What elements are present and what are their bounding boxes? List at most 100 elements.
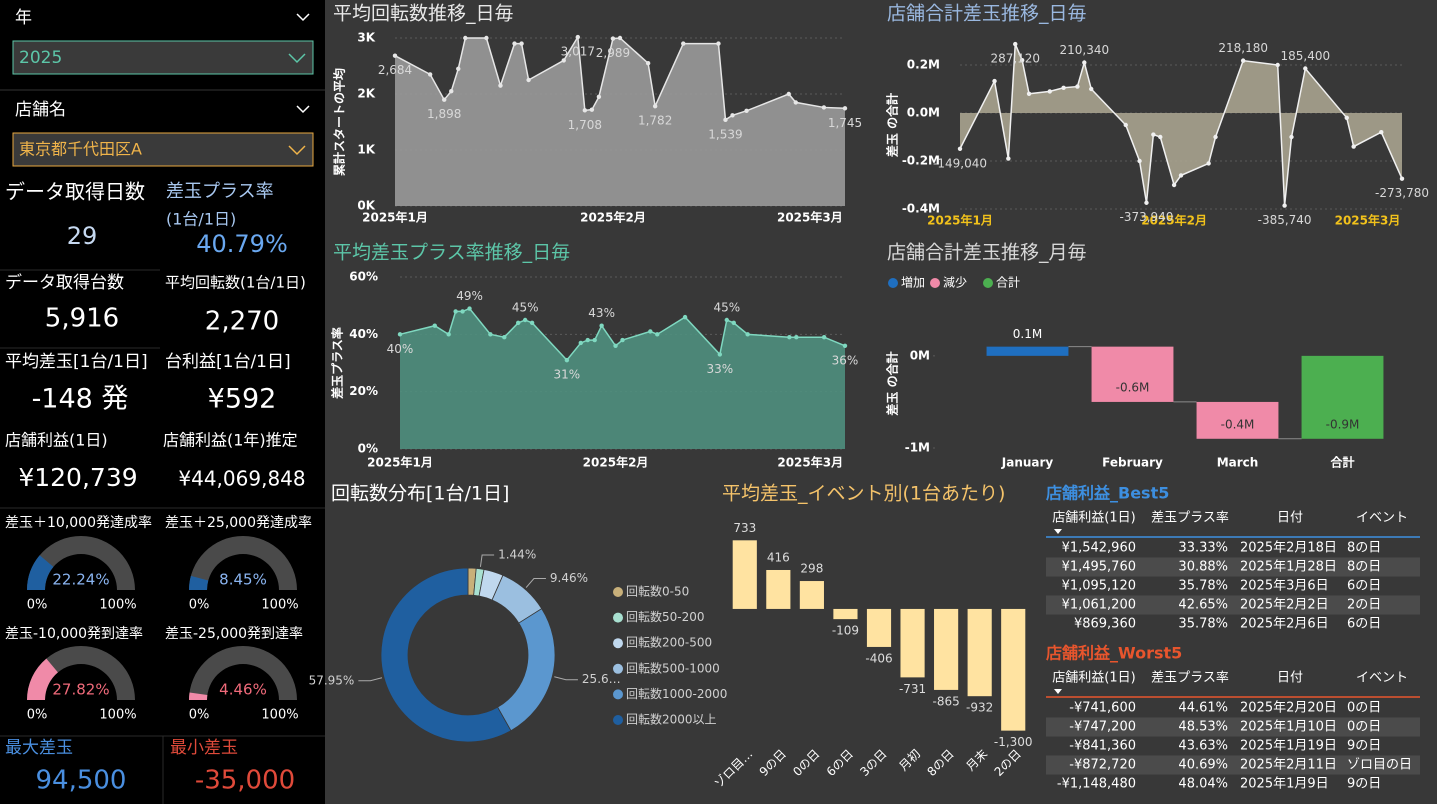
- point: [655, 332, 660, 337]
- data-label: -406: [865, 651, 892, 665]
- dropdown-value[interactable]: 2025: [19, 48, 62, 68]
- x-tick-label: March: [1217, 456, 1259, 470]
- point: [745, 332, 750, 337]
- table-cell: 44.61%: [1178, 701, 1228, 716]
- point: [427, 72, 433, 77]
- point: [1061, 85, 1066, 91]
- y-tick-label: -0.4M: [902, 202, 940, 216]
- data-label: 1,782: [638, 114, 672, 128]
- chart-title: 平均差玉プラス率推移_日毎: [333, 242, 570, 264]
- gauge-max: 100%: [99, 598, 136, 613]
- point: [682, 314, 688, 320]
- table-cell: 40.69%: [1178, 758, 1228, 773]
- point: [488, 332, 493, 337]
- legend-swatch: [613, 715, 623, 725]
- chart-title: 回転数分布[1台/1日]: [331, 483, 509, 505]
- table-cell: 2025年2月6日: [1240, 617, 1329, 632]
- table-cell: 6の日: [1347, 617, 1381, 632]
- gauge-value: 8.45%: [219, 571, 267, 589]
- kpi-value: ¥44,069,848: [178, 467, 305, 491]
- data-label: 0.1M: [1013, 327, 1042, 341]
- column-header: 店舗利益(1日): [1052, 671, 1135, 686]
- chevron[interactable]: [288, 145, 306, 156]
- row-band: [1046, 717, 1420, 737]
- table-cell: 2025年1月19日: [1240, 739, 1337, 754]
- point: [1158, 134, 1163, 140]
- kpi-value: 40.79%: [196, 230, 288, 258]
- data-label: -0.4M: [1221, 417, 1255, 431]
- x-tick-label: 2025年1月: [362, 210, 428, 225]
- leader-line: [358, 677, 383, 682]
- data-label: 1.44%: [498, 547, 536, 561]
- data-label: 57.95%: [309, 673, 355, 687]
- gauge-min: 0%: [189, 708, 210, 723]
- point: [502, 335, 507, 340]
- point: [1006, 156, 1011, 161]
- area-fill: [960, 44, 1402, 206]
- table-cell: 2の日: [1347, 598, 1381, 613]
- y-axis-label: 差玉 の合計: [885, 351, 900, 415]
- data-label: 1,708: [568, 118, 602, 132]
- bar: [866, 608, 892, 647]
- point: [645, 61, 651, 66]
- kpi-label: 店舗利益(1年)推定: [163, 431, 298, 450]
- table-cell: -¥872,720: [1069, 758, 1136, 773]
- x-tick-label: 2025年2月: [1141, 213, 1207, 228]
- dropdown-value[interactable]: 東京都千代田区A: [19, 140, 142, 159]
- point: [793, 100, 798, 105]
- chevron[interactable]: [288, 53, 306, 64]
- kpi-label: 店舗利益(1日): [5, 431, 108, 450]
- legend-label: 減少: [943, 275, 967, 290]
- column-header: 店舗利益(1日): [1052, 511, 1135, 526]
- data-label: 49%: [456, 289, 483, 303]
- legend-label: 回転数500-1000: [626, 660, 720, 675]
- table-cell: 8の日: [1347, 541, 1381, 556]
- data-label: -385,740: [1258, 213, 1312, 227]
- data-label: -0.6M: [1116, 380, 1150, 394]
- y-tick-label: 3K: [357, 31, 375, 45]
- table-cell: -¥741,600: [1069, 701, 1136, 716]
- slice: [380, 567, 512, 743]
- point: [578, 340, 583, 346]
- data-label: 218,180: [1218, 41, 1268, 55]
- x-tick-label: 2025年1月: [367, 455, 433, 470]
- point: [724, 317, 729, 323]
- chevron[interactable]: [296, 13, 310, 22]
- x-tick-label: 合計: [1330, 455, 1354, 470]
- bar: [1001, 608, 1026, 731]
- y-tick-label: 0.0M: [907, 106, 940, 120]
- point: [456, 66, 461, 72]
- data-label: 733: [733, 521, 756, 535]
- legend-label: 回転数0-50: [626, 584, 689, 599]
- point: [1144, 200, 1149, 205]
- bar: [1301, 355, 1384, 439]
- y-axis-label: 差玉プラス率: [330, 327, 345, 399]
- y-tick-label: -1M: [905, 441, 930, 455]
- table-cell: 35.78%: [1178, 617, 1228, 632]
- legend-swatch: [613, 612, 623, 623]
- point: [1019, 58, 1025, 63]
- point: [717, 352, 723, 357]
- point: [1082, 60, 1087, 65]
- chevron[interactable]: [296, 105, 310, 114]
- year-dropdown[interactable]: [12, 40, 314, 75]
- point: [652, 104, 658, 109]
- table-cell: ¥1,095,120: [1062, 579, 1136, 594]
- kpi-value: -35,000: [195, 766, 295, 796]
- point: [582, 108, 588, 113]
- gauge-fill: [27, 658, 58, 700]
- point: [529, 320, 535, 326]
- point: [589, 107, 595, 112]
- gauge-fill: [27, 555, 54, 590]
- point: [1351, 144, 1356, 149]
- table-cell: ¥869,360: [1074, 617, 1136, 632]
- data-label: 2,684: [378, 63, 412, 77]
- point: [442, 97, 447, 102]
- kpi-sublabel: (1台/1日): [166, 210, 236, 229]
- kpi-label: データ取得台数: [5, 272, 124, 293]
- store-dropdown[interactable]: [12, 132, 314, 167]
- table-cell: 8の日: [1347, 560, 1381, 575]
- data-label: 45%: [512, 301, 539, 315]
- data-label: 3,017: [561, 45, 595, 59]
